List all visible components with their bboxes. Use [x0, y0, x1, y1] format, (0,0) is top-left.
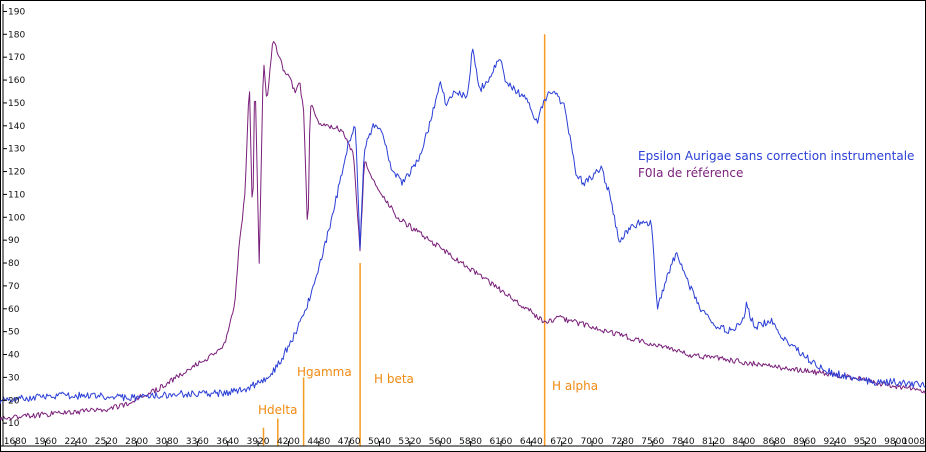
x-tick-label-1960: 1960	[34, 437, 57, 447]
y-tick-label-130: 130	[8, 145, 25, 155]
y-tick-label-70: 70	[8, 282, 20, 292]
x-tick-label-4200: 4200	[277, 437, 300, 447]
x-tick-label-4480: 4480	[307, 437, 330, 447]
y-tick-label-180: 180	[8, 30, 25, 40]
x-tick-label-2800: 2800	[125, 437, 148, 447]
y-tick-label-140: 140	[8, 122, 25, 132]
y-tick-label-80: 80	[8, 259, 20, 269]
y-tick-label-100: 100	[8, 213, 25, 223]
x-tick-label-7280: 7280	[611, 437, 634, 447]
legend-entry-epsilon-aurigae: Epsilon Aurigae sans correction instrume…	[638, 149, 914, 163]
y-tick-label-30: 30	[8, 373, 20, 383]
series-layer	[0, 34, 926, 446]
x-tick-label-2520: 2520	[95, 437, 118, 447]
x-tick-label-8960: 8960	[793, 437, 816, 447]
x-tick-label-8120: 8120	[702, 437, 725, 447]
x-tick-label-5320: 5320	[398, 437, 421, 447]
y-tick-label-40: 40	[8, 351, 20, 361]
y-tick-label-150: 150	[8, 99, 25, 109]
legend: Epsilon Aurigae sans correction instrume…	[638, 149, 914, 180]
x-tick-label-4760: 4760	[338, 437, 361, 447]
x-tick-label-3640: 3640	[216, 437, 239, 447]
x-tick-label-7000: 7000	[581, 437, 604, 447]
x-tick-label-7560: 7560	[641, 437, 664, 447]
y-tick-label-160: 160	[8, 76, 25, 86]
y-tick-label-60: 60	[8, 305, 20, 315]
x-tick-label-2240: 2240	[64, 437, 87, 447]
x-tick-label-10080: 1008	[902, 437, 925, 447]
x-tick-label-9240: 9240	[823, 437, 846, 447]
axis-layer: 10 20 30 40 50 60 70 80 90 100 110 120 130 140 150 160 1…	[0, 4, 926, 447]
y-tick-label-190: 190	[8, 7, 25, 17]
annotation-hdelta: Hdelta	[258, 403, 297, 417]
y-tick-label-170: 170	[8, 53, 25, 63]
annotation-hgamma: Hgamma	[297, 365, 352, 379]
y-tick-label-90: 90	[8, 236, 20, 246]
x-tick-label-6440: 6440	[520, 437, 543, 447]
x-tick-label-5600: 5600	[429, 437, 452, 447]
x-tick-label-6720: 6720	[550, 437, 573, 447]
series-1-line	[0, 41, 926, 422]
x-tick-label-9520: 9520	[854, 437, 877, 447]
x-tick-label-8400: 8400	[732, 437, 755, 447]
y-tick-label-10: 10	[8, 419, 20, 429]
y-tick-label-20: 20	[8, 396, 20, 406]
x-tick-label-5040: 5040	[368, 437, 391, 447]
x-tick-label-6160: 6160	[489, 437, 512, 447]
x-tick-label-3080: 3080	[156, 437, 179, 447]
y-tick-label-120: 120	[8, 168, 25, 178]
annotation-halpha: H alpha	[552, 379, 598, 393]
series-0-line	[0, 48, 926, 405]
x-tick-label-3920: 3920	[247, 437, 270, 447]
x-tick-label-9800: 9800	[884, 437, 907, 447]
y-tick-label-110: 110	[8, 190, 25, 200]
x-tick-label-8680: 8680	[763, 437, 786, 447]
x-tick-label-3360: 3360	[186, 437, 209, 447]
x-tick-label-7840: 7840	[672, 437, 695, 447]
annotation-hbeta: H beta	[374, 372, 414, 386]
y-tick-label-50: 50	[8, 328, 20, 338]
x-tick-label-1680: 1680	[4, 437, 27, 447]
annotation-layer: Hdelta Hgamma H beta H alpha	[258, 365, 598, 417]
x-tick-label-5880: 5880	[459, 437, 482, 447]
legend-entry-f0ia: F0Ia de référence	[638, 166, 743, 180]
